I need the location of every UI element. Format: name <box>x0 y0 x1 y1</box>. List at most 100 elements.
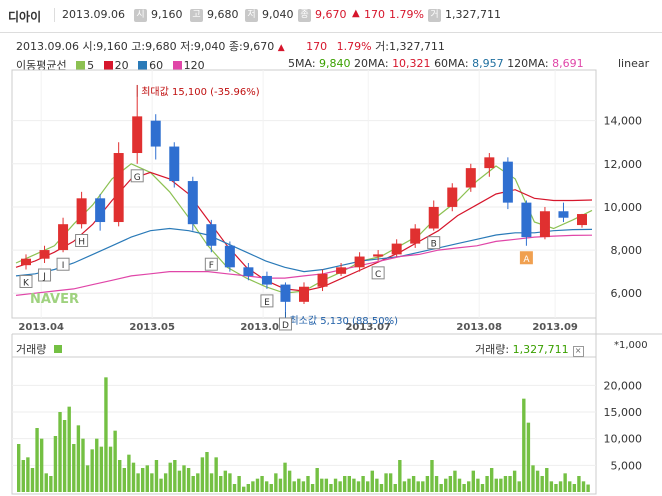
volume-badge: 거 <box>428 8 441 22</box>
candle <box>539 211 550 238</box>
ma-legend: 이동평균선 5 20 60 120 <box>16 57 205 73</box>
volume-bar <box>255 478 260 492</box>
volume-bar <box>223 470 228 492</box>
info-volume: 거:1,327,711 <box>375 40 445 53</box>
ma120-swatch[interactable] <box>172 61 182 70</box>
x-tick-label: 2013.08 <box>456 322 502 333</box>
ma5-label: 5MA: <box>288 57 316 70</box>
ma60-swatch[interactable] <box>138 61 148 70</box>
volume-bar <box>439 484 443 492</box>
volume-bar <box>251 481 255 492</box>
candle <box>95 198 106 223</box>
candle <box>187 181 198 225</box>
y-tick-label: 8,000 <box>611 244 643 257</box>
close-value: 9,670 <box>315 8 347 21</box>
candle <box>280 284 291 302</box>
marker-label: J <box>42 272 46 282</box>
candle <box>58 224 69 251</box>
price-panel: 6,000 8,000 10,000 12,000 14,000 2013.04 2013.… <box>11 69 662 494</box>
volume-bar <box>535 470 540 492</box>
close-icon[interactable]: × <box>572 346 584 357</box>
volume-bar <box>425 476 430 492</box>
volume-bar <box>554 484 558 492</box>
volume-bar <box>150 473 154 492</box>
info-change-pct: 1.79% <box>336 40 372 53</box>
volume-bar <box>76 425 81 492</box>
candle <box>21 258 31 266</box>
ma5-swatch[interactable] <box>76 61 86 70</box>
candle <box>410 228 421 244</box>
volume-bar <box>186 468 191 492</box>
ma60-value: 8,957 <box>472 57 504 70</box>
volume-bar <box>577 476 581 492</box>
volume-bar <box>44 473 48 492</box>
volume-bar <box>182 465 186 492</box>
volume-bar <box>21 460 25 492</box>
volume-bar <box>540 476 544 492</box>
volume-tick-label: 15,000 <box>604 406 643 419</box>
volume-bar <box>476 478 480 492</box>
volume-swatch <box>53 345 62 353</box>
volume-bar <box>563 473 567 492</box>
volume-bar <box>453 470 457 492</box>
ma120-legend[interactable]: 120 <box>183 59 205 72</box>
volume-bar <box>264 481 269 492</box>
candle <box>261 275 272 285</box>
volume-bar <box>209 473 214 492</box>
scale-toggle[interactable]: linear <box>618 57 650 70</box>
marker-H <box>75 234 89 248</box>
candle <box>132 116 143 154</box>
candle <box>354 256 365 268</box>
candle <box>150 120 161 147</box>
volume-bar <box>549 481 554 492</box>
volume-bar <box>140 468 145 492</box>
volume-bar <box>480 484 485 492</box>
marker-B <box>427 236 441 250</box>
candle <box>577 214 587 226</box>
volume-bar <box>113 430 117 492</box>
volume-bar <box>173 460 177 492</box>
ma5-legend[interactable]: 5 <box>87 59 95 72</box>
volume-bar <box>72 444 76 492</box>
volume-bar <box>457 478 462 492</box>
max-annotation: 최대값 15,100 (-35.96%) <box>141 86 260 98</box>
volume-unit: *1,000 <box>614 340 648 351</box>
marker-label: F <box>209 261 214 271</box>
volume-bar <box>411 476 416 492</box>
marker-label: K <box>23 278 30 288</box>
volume-bar <box>517 481 521 492</box>
marker-G <box>130 169 144 183</box>
volume-right-title: 거래량: <box>475 343 510 356</box>
candle <box>224 245 235 268</box>
volume-label-right: 거래량: 1,327,711 × <box>475 341 584 357</box>
volume-bar <box>531 465 535 492</box>
change-arrow: ▲ <box>352 8 360 19</box>
ma60-legend[interactable]: 60 <box>149 59 164 72</box>
volume-bar <box>127 454 131 492</box>
volume-bar <box>163 473 168 492</box>
ma20-swatch[interactable] <box>103 61 113 70</box>
volume-bar <box>375 478 379 492</box>
volume-bar <box>237 476 241 492</box>
ma20-legend[interactable]: 20 <box>114 59 129 72</box>
info-ohlc: 2013.09.06 시:9,160 고:9,680 저:9,040 종:9,6… <box>16 40 275 53</box>
volume-bar <box>131 462 136 492</box>
y-tick-label: 12,000 <box>604 158 643 171</box>
volume-bar <box>416 481 420 492</box>
volume-item: 거 1,327,711 <box>428 8 501 22</box>
close-badge: 종 <box>298 8 311 22</box>
volume-bar <box>370 470 374 492</box>
volume-bar <box>274 473 278 492</box>
volume-bar <box>444 478 448 492</box>
stock-name: 디아이 <box>8 10 42 24</box>
marker-label: B <box>431 240 437 250</box>
volume-bar <box>292 481 296 492</box>
candle <box>558 211 569 218</box>
volume-bar <box>545 468 549 492</box>
volume-bar <box>352 478 356 492</box>
marker-I <box>56 257 70 271</box>
volume-bar <box>343 476 347 492</box>
ma20-label: 20MA: <box>354 57 389 70</box>
volume-bar <box>499 478 503 492</box>
